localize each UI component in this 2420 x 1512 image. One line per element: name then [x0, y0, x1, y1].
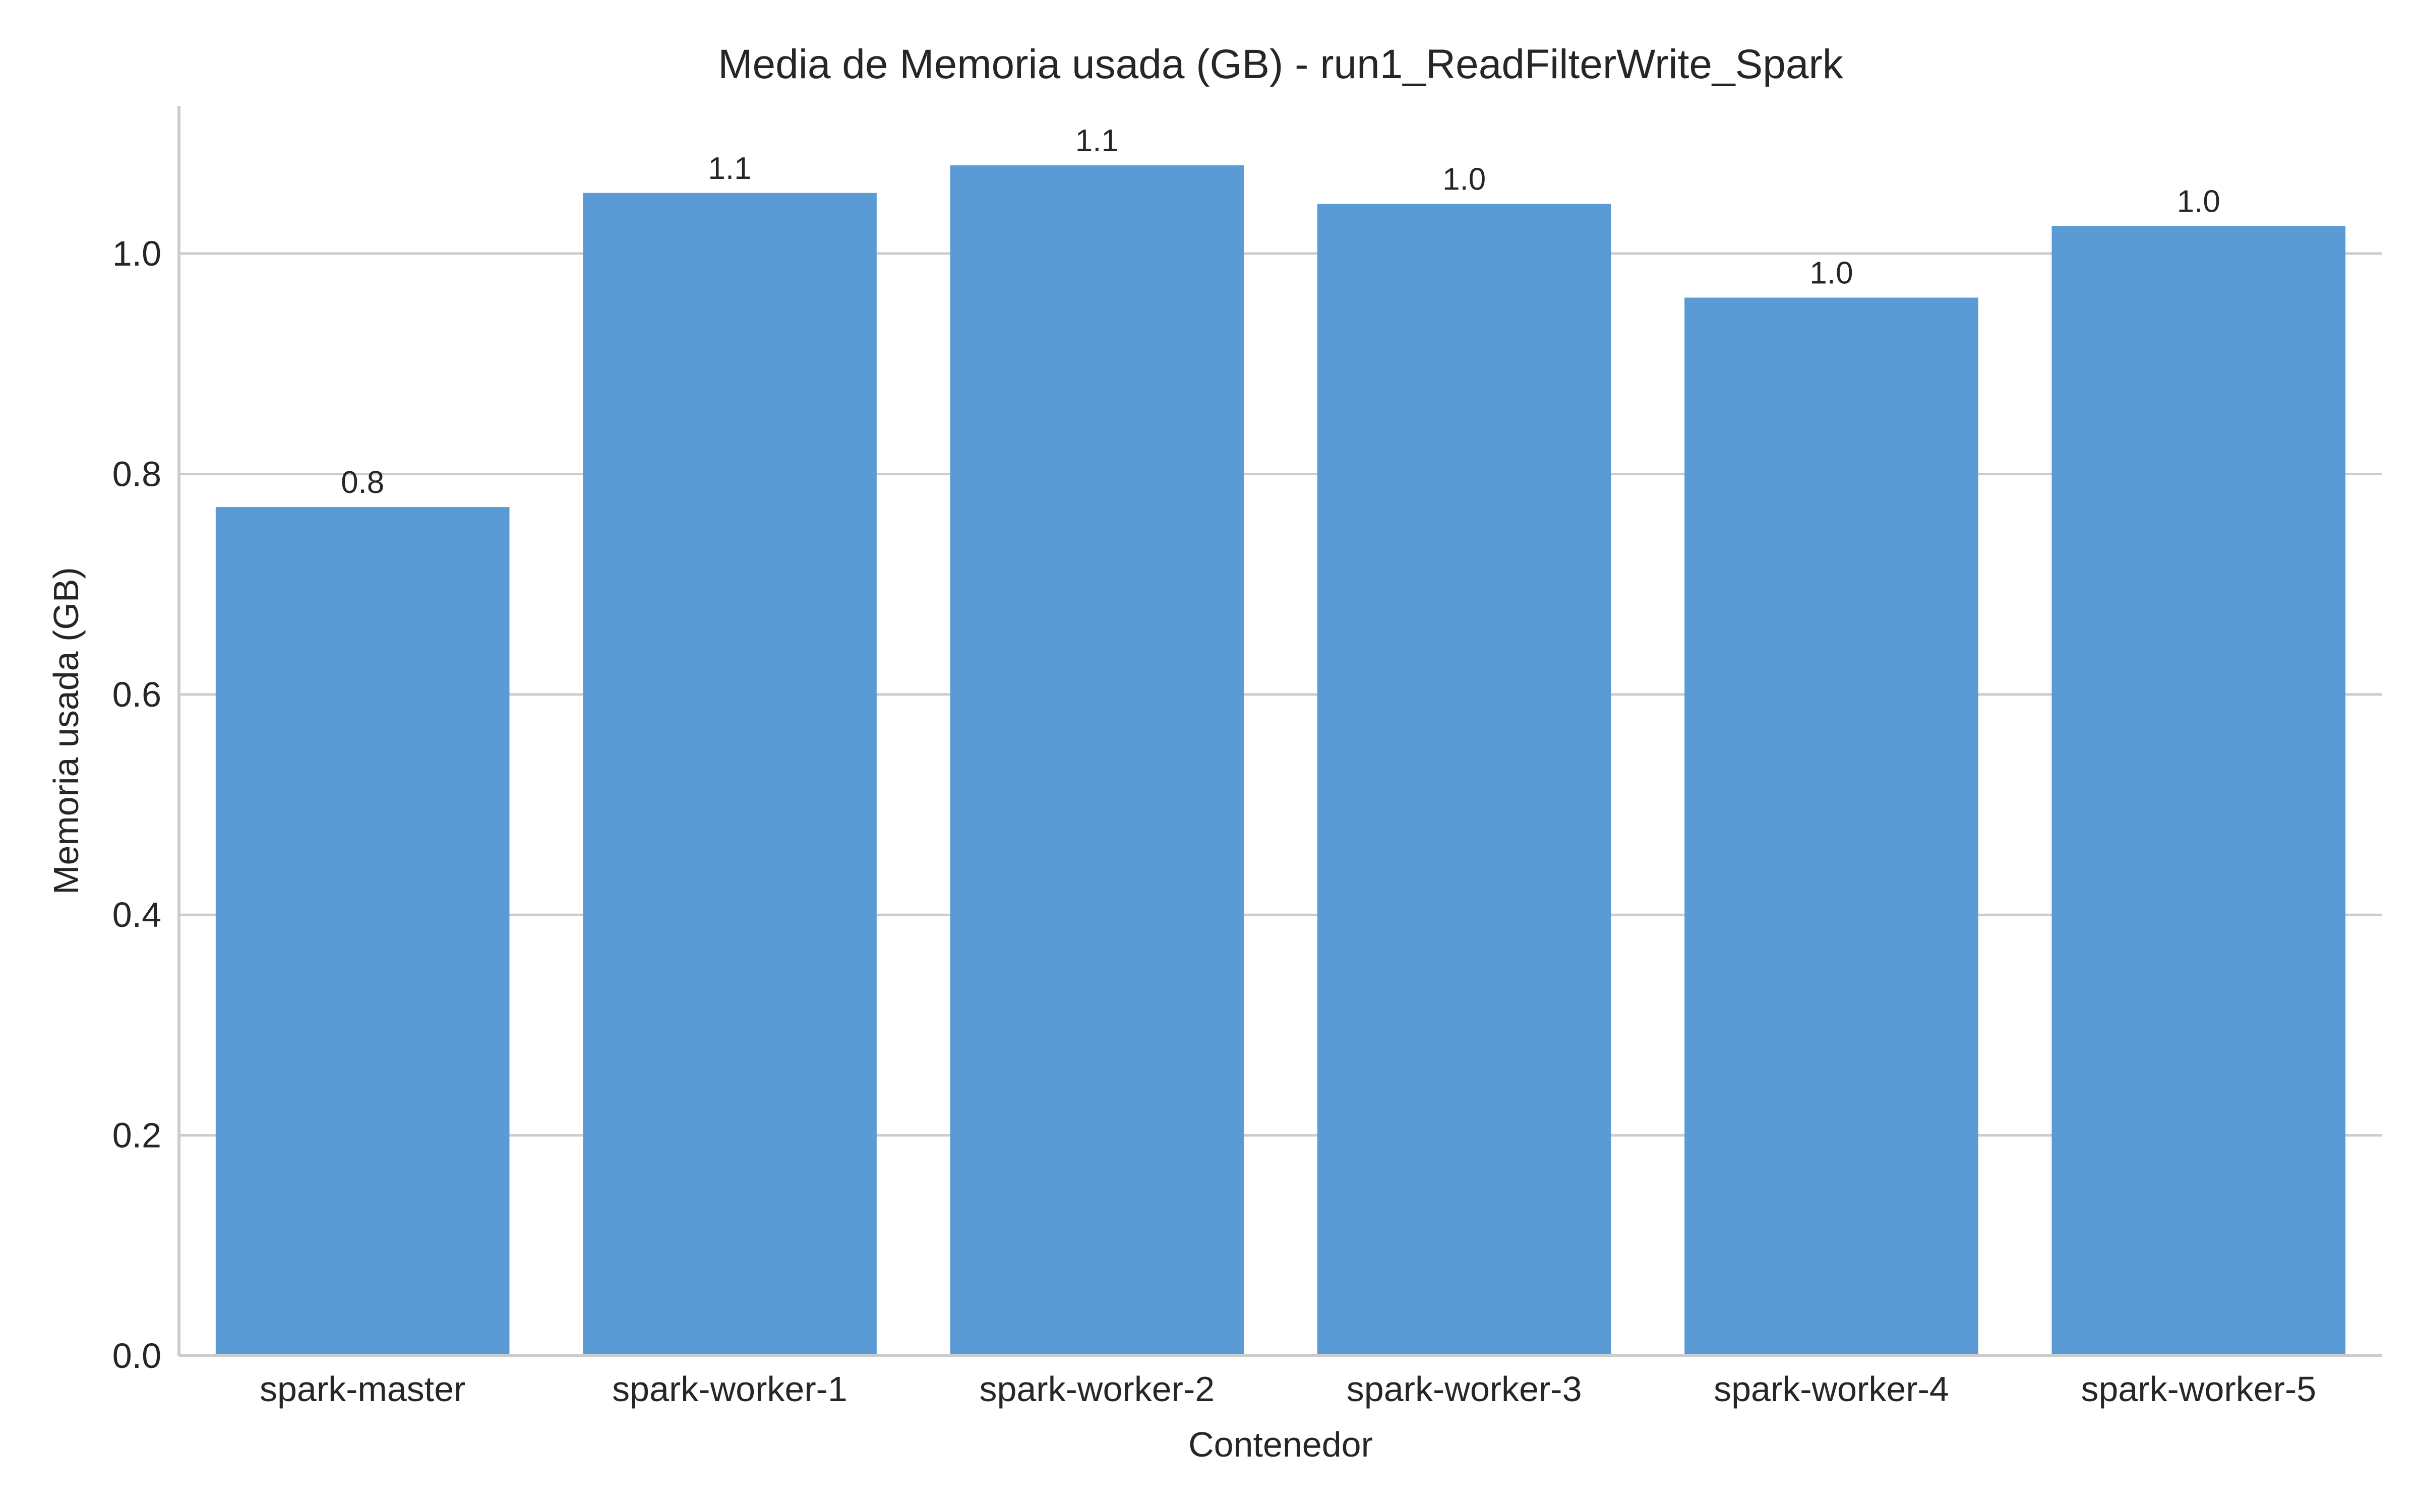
chart-title: Media de Memoria usada (GB) - run1_ReadF… — [718, 41, 1844, 87]
data-label: 1.0 — [2177, 184, 2220, 219]
bars — [215, 165, 2346, 1356]
x-tick-label: spark-master — [260, 1369, 465, 1409]
bar — [950, 165, 1244, 1356]
y-axis-label: Memoria usada (GB) — [46, 567, 86, 895]
y-tick-label: 0.4 — [112, 895, 161, 934]
bar — [583, 193, 877, 1356]
x-tick-label: spark-worker-3 — [1347, 1369, 1582, 1409]
bar — [1317, 204, 1611, 1356]
x-axis-label: Contenedor — [1188, 1425, 1373, 1464]
x-tick-label: spark-worker-2 — [979, 1369, 1215, 1409]
data-label: 1.1 — [1075, 123, 1119, 158]
y-tick-label: 0.6 — [112, 675, 161, 714]
y-tick-labels: 0.0 0.2 0.4 0.6 0.8 1.0 — [112, 234, 161, 1375]
data-label: 1.0 — [1442, 162, 1486, 197]
x-tick-label: spark-worker-1 — [612, 1369, 848, 1409]
y-tick-label: 1.0 — [112, 234, 161, 273]
data-label: 0.8 — [341, 465, 384, 500]
x-tick-labels: spark-master spark-worker-1 spark-worker-2… — [260, 1369, 2316, 1409]
y-tick-label: 0.8 — [112, 454, 161, 493]
bar — [1684, 297, 1978, 1356]
y-tick-label: 0.0 — [112, 1336, 161, 1375]
y-tick-label: 0.2 — [112, 1116, 161, 1155]
bar — [215, 507, 510, 1356]
data-label: 1.1 — [708, 151, 751, 186]
bar — [2051, 226, 2346, 1356]
x-tick-label: spark-worker-5 — [2081, 1369, 2316, 1409]
data-label: 1.0 — [1809, 256, 1853, 291]
x-tick-label: spark-worker-4 — [1714, 1369, 1949, 1409]
data-labels: 0.8 1.1 1.1 1.0 1.0 1.0 — [341, 123, 2220, 500]
